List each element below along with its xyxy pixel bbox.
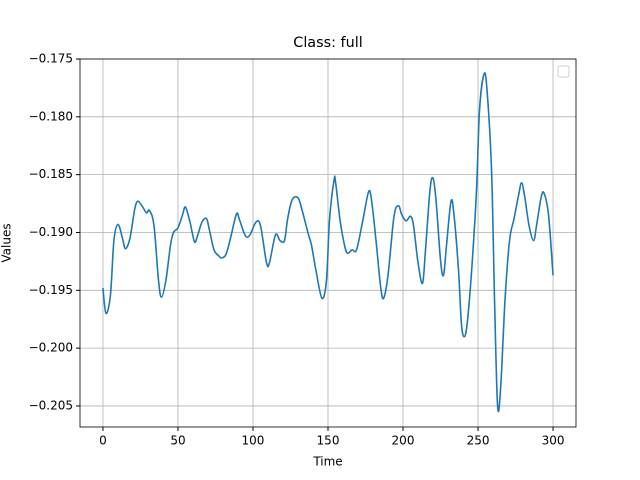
y-tick-label: −0.195 (29, 283, 73, 297)
y-tick-label: −0.180 (29, 109, 73, 123)
x-tick-label: 50 (170, 434, 185, 448)
plot-frame (79, 58, 577, 428)
y-tick-label: −0.200 (29, 341, 73, 355)
legend (557, 65, 570, 78)
x-tick-label: 150 (317, 434, 340, 448)
x-tick-label: 100 (242, 434, 265, 448)
y-tick-label: −0.185 (29, 167, 73, 181)
chart-title: Class: full (293, 35, 362, 51)
data-line (102, 72, 554, 413)
x-tick-label: 200 (392, 434, 415, 448)
x-tick-label: 250 (467, 434, 490, 448)
y-tick-label: −0.205 (29, 398, 73, 412)
y-axis-label: Values (0, 223, 14, 262)
x-axis-label: Time (312, 455, 342, 469)
x-tick-label: 300 (542, 434, 565, 448)
x-tick-label: 0 (99, 434, 107, 448)
y-tick-label: −0.190 (29, 225, 73, 239)
y-tick-label: −0.175 (29, 52, 73, 66)
